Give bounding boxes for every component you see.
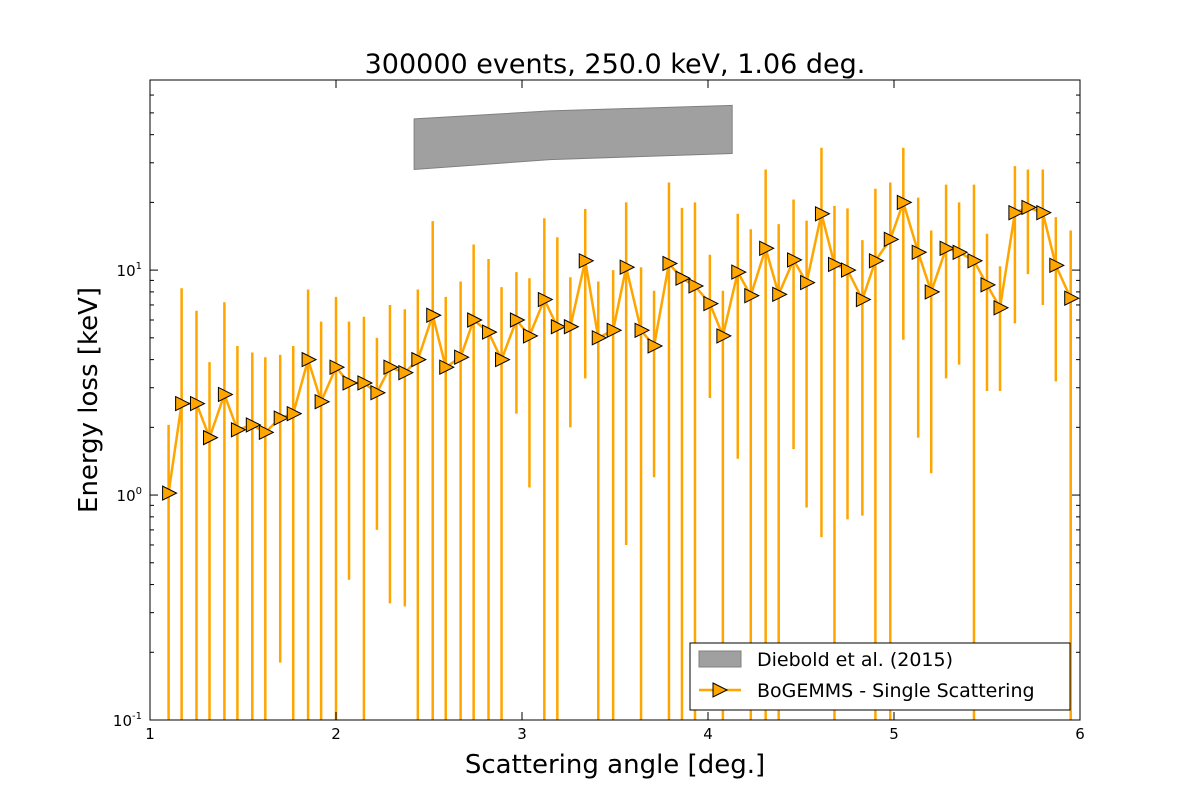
- data-point-marker: [230, 421, 247, 438]
- data-point-marker: [939, 240, 956, 257]
- data-point-marker: [203, 429, 219, 446]
- data-point-marker: [827, 256, 844, 273]
- series-line: [167, 198, 1072, 494]
- data-point-marker: [688, 278, 705, 294]
- data-point-marker: [703, 295, 719, 312]
- data-point-marker: [787, 252, 803, 268]
- data-point-marker: [1021, 199, 1038, 216]
- plot-area: 1 2 3 4 5 6 10-1 100 101: [113, 79, 1085, 743]
- legend-band-label: Diebold et al. (2015): [757, 649, 953, 671]
- data-point-marker: [162, 485, 178, 501]
- data-point-marker: [467, 312, 483, 328]
- data-point-marker: [911, 244, 928, 261]
- chart-title: 300000 events, 250.0 keV, 1.06 deg.: [365, 49, 866, 80]
- data-point-marker: [759, 240, 775, 257]
- data-point-marker: [772, 286, 788, 303]
- data-point-marker: [800, 274, 816, 291]
- data-point-marker: [868, 252, 885, 269]
- plot-frame: [150, 80, 1080, 720]
- data-point-marker: [482, 324, 498, 340]
- data-point-marker: [716, 328, 732, 344]
- data-point-marker: [883, 231, 900, 248]
- x-tick-label: 5: [889, 725, 899, 743]
- data-point-marker: [273, 410, 290, 426]
- data-point-marker: [1049, 257, 1065, 274]
- marker-layer: [162, 194, 1080, 501]
- data-point-marker: [370, 384, 387, 401]
- data-point-marker: [675, 270, 692, 287]
- legend-series-label: BoGEMMS - Single Scattering: [757, 680, 1035, 702]
- data-point-marker: [342, 375, 359, 391]
- x-tick-label: 1: [145, 725, 155, 743]
- legend-box: [689, 642, 1071, 711]
- tick-layer: 1 2 3 4 5 6 10-1 100 101: [113, 79, 1085, 743]
- legend: Diebold et al. (2015) BoGEMMS - Single S…: [689, 642, 1071, 711]
- data-point-marker: [329, 359, 346, 376]
- y-tick-label: 10-1: [113, 711, 142, 730]
- data-point-marker: [647, 338, 664, 354]
- x-tick-label: 3: [517, 725, 527, 743]
- data-point-marker: [383, 359, 400, 376]
- band-layer: [413, 104, 733, 171]
- data-point-marker: [245, 417, 262, 433]
- x-axis-title: Scattering angle [deg.]: [465, 750, 765, 780]
- data-point-marker: [439, 359, 455, 376]
- x-tick-label: 2: [331, 725, 341, 743]
- legend-series-marker: [712, 682, 729, 698]
- data-point-marker: [550, 318, 567, 335]
- data-point-marker: [495, 351, 511, 368]
- data-point-marker: [537, 291, 554, 308]
- y-axis-title: Energy loss [keV]: [74, 287, 104, 513]
- data-point-marker: [509, 312, 526, 328]
- data-point-marker: [522, 328, 539, 344]
- data-point-marker: [286, 405, 303, 422]
- data-point-marker: [563, 318, 580, 335]
- data-point-marker: [217, 386, 234, 403]
- legend-band-swatch: [698, 650, 742, 668]
- data-point-marker: [314, 393, 331, 410]
- data-point-marker: [952, 244, 969, 261]
- x-tick-label: 4: [703, 725, 713, 743]
- data-point-marker: [606, 322, 623, 339]
- data-point-marker: [924, 284, 941, 300]
- data-point-marker: [591, 330, 608, 346]
- line-layer: [167, 198, 1072, 494]
- data-point-marker: [411, 351, 427, 368]
- x-tick-label: 6: [1075, 725, 1085, 743]
- data-point-marker: [578, 252, 595, 269]
- data-point-marker: [662, 255, 679, 272]
- data-point-marker: [1008, 204, 1025, 221]
- plot-border: [149, 79, 1081, 721]
- data-point-marker: [619, 259, 636, 276]
- data-point-marker: [634, 322, 651, 339]
- data-point-marker: [967, 252, 984, 269]
- data-point-marker: [258, 424, 275, 441]
- data-point-marker: [301, 351, 318, 368]
- data-point-marker: [357, 375, 374, 391]
- data-point-marker: [744, 287, 760, 304]
- data-point-marker: [175, 395, 191, 412]
- data-point-marker: [896, 194, 913, 211]
- y-tick-label: 101: [117, 261, 142, 280]
- data-point-marker: [814, 205, 831, 222]
- data-point-marker: [1064, 290, 1080, 307]
- data-point-marker: [993, 299, 1010, 316]
- data-point-marker: [980, 277, 997, 293]
- diebold-band: [413, 104, 733, 171]
- data-point-marker: [855, 291, 872, 308]
- data-point-marker: [1036, 204, 1052, 221]
- data-point-marker: [454, 349, 470, 366]
- y-tick-label: 100: [117, 486, 142, 505]
- data-point-marker: [398, 364, 414, 381]
- data-point-marker: [841, 262, 857, 278]
- data-point-marker: [190, 395, 206, 412]
- data-point-marker: [426, 307, 442, 324]
- data-point-marker: [731, 264, 747, 280]
